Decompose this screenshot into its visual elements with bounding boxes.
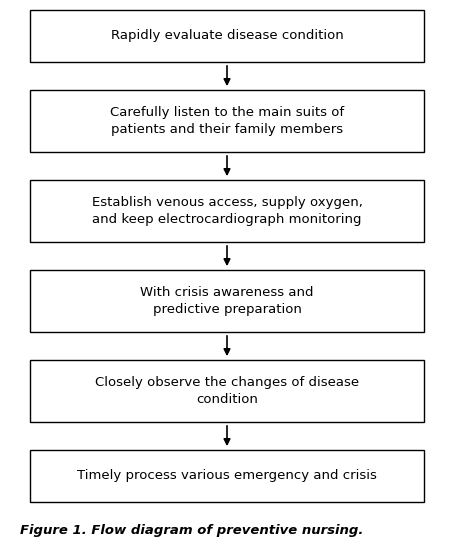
Text: Rapidly evaluate disease condition: Rapidly evaluate disease condition (111, 30, 343, 43)
Bar (30, 180, 424, 242)
Bar (30, 10, 424, 62)
Bar (30, 360, 424, 422)
Text: Carefully listen to the main suits of
patients and their family members: Carefully listen to the main suits of pa… (110, 106, 344, 136)
Bar (30, 90, 424, 152)
Bar (30, 270, 424, 332)
Text: With crisis awareness and
predictive preparation: With crisis awareness and predictive pre… (140, 286, 314, 316)
Text: Closely observe the changes of disease
condition: Closely observe the changes of disease c… (95, 376, 359, 406)
Text: Timely process various emergency and crisis: Timely process various emergency and cri… (77, 469, 377, 482)
Text: Establish venous access, supply oxygen,
and keep electrocardiograph monitoring: Establish venous access, supply oxygen, … (92, 196, 362, 226)
Bar (30, 450, 424, 502)
Text: Figure 1. Flow diagram of preventive nursing.: Figure 1. Flow diagram of preventive nur… (20, 524, 363, 537)
